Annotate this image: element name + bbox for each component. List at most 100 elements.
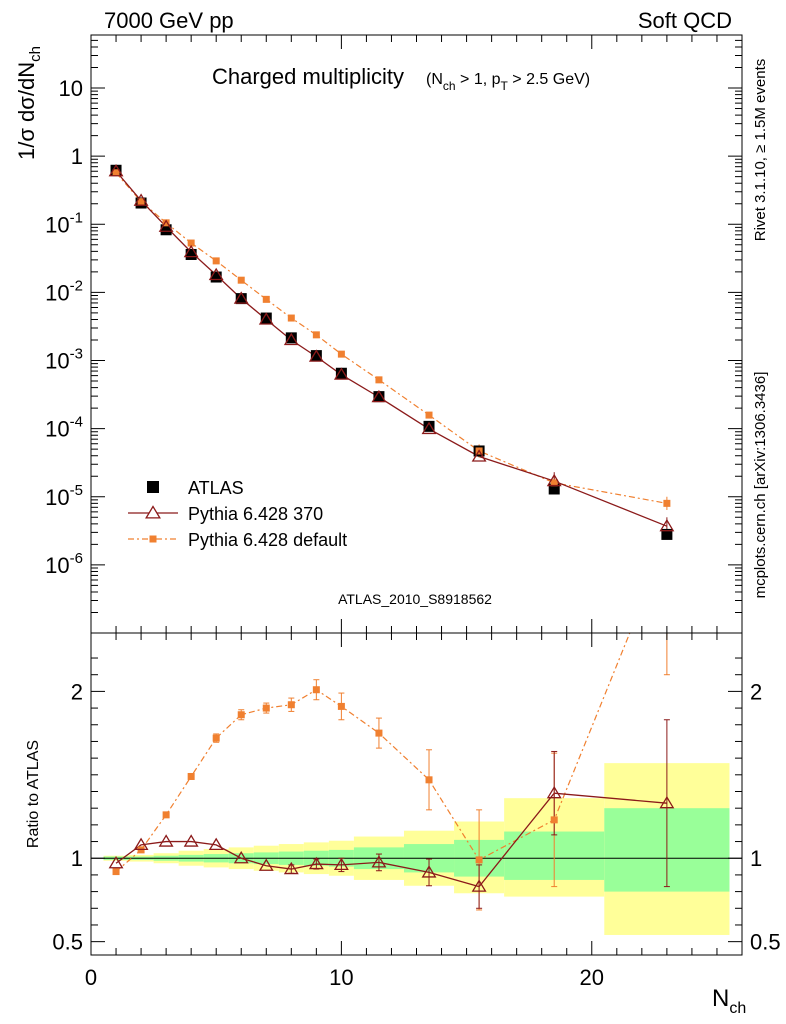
y-tick-label: 10-6 [45,550,83,578]
pythia-370-point [158,219,174,232]
atlas-point [661,528,673,540]
pythia-default-point [137,198,145,206]
header-right: Soft QCD [638,8,732,33]
ratio-pythia-370-point [108,855,124,869]
ratio-y-axis-label: Ratio to ATLAS [25,740,42,848]
legend-atlas-label: ATLAS [188,478,244,498]
y-tick-label: 10-1 [45,209,83,237]
ratio-pythia-370-point [283,861,299,875]
ratio-series-group [108,633,675,911]
pythia-370-point [283,332,299,346]
ratio-pythia-default-point [425,776,433,784]
pythia-default-point [425,411,433,419]
ratio-pythia-default-point [187,772,195,780]
ratio-pythia-370-point [546,785,562,799]
ratio-pythia-default-point [162,811,170,819]
ratio-pythia-default-point [337,702,345,710]
ratio-pythia-default-point [287,701,295,709]
analysis-id: ATLAS_2010_S8918562 [338,591,492,607]
x-tick-label: 10 [329,965,353,990]
chart-title-cuts: (Nch > 1, pT > 2.5 GeV) [426,71,590,93]
ratio-pythia-370-point [258,858,274,871]
ratio-y-tick-label: 0.5 [52,930,83,955]
legend-pythia-370-marker [145,505,161,519]
pythia-default-point [312,331,320,339]
pythia-default-point [112,169,120,177]
atlas-point [548,483,560,495]
ratio-pythia-default-point [262,704,270,712]
ratio-y-tick-label-right: 0.5 [750,930,781,955]
ratio-y-tick-label-right: 1 [750,846,762,871]
pythia-default-point [550,479,558,487]
ratio-pythia-370-point [208,837,224,851]
pythia-default-point [375,376,383,384]
ratio-pythia-default-point [375,729,383,737]
mcplots-label: mcplots.cern.ch [arXiv:1306.3436] [752,372,769,599]
band-group [103,763,730,935]
ratio-y-tick-label: 1 [71,846,83,871]
ratio-pythia-370-point [233,850,249,864]
pythia-370-point [371,389,387,403]
x-axis-label: Nch [712,985,746,1017]
y-tick-label: 1 [71,144,83,169]
ratio-pythia-default-point [112,868,120,876]
y-tick-label: 10-5 [45,482,83,510]
main-series-group [108,163,675,540]
pythia-default-point [237,276,245,284]
pythia-370-point [421,421,437,435]
pythia-default-point [287,314,295,322]
data-series [108,163,675,911]
pythia-default-point [663,499,671,507]
x-tick-label: 20 [580,965,604,990]
pythia-370-point [308,349,324,362]
legend-pythia-default-label: Pythia 6.428 default [188,530,347,550]
header-left: 7000 GeV pp [104,8,234,33]
atlas-point [423,420,435,432]
ratio-pythia-370-point [158,834,174,847]
atlas-point [335,367,347,379]
legend-pythia-default-marker [149,535,157,543]
ratio-y-tick-label-right: 2 [750,679,762,704]
text-labels: 0 10 20 10-6 10-5 10-4 10-3 10-2 10-1 1 10 0.5 0.5 1 1… [14,8,781,1017]
ratio-pythia-370-point [133,837,149,851]
ratio-pythia-370-point [183,834,199,847]
y-tick-label: 10-3 [45,346,83,374]
pythia-370-line [115,170,668,527]
ratio-pythia-default-point [312,686,320,694]
pythia-default-point [212,257,220,265]
uncertainty-bands [103,763,730,935]
ratio-pythia-370-point [471,879,487,892]
atlas-point [285,332,297,344]
ratio-y-tick-label: 2 [71,679,83,704]
atlas-point [260,312,272,324]
rivet-version-label: Rivet 3.1.10, ≥ 1.5M events [752,59,769,242]
pythia-370-point [208,267,224,281]
y-tick-label: 10-2 [45,277,83,305]
legend: ATLAS Pythia 6.428 370 Pythia 6.428 defaul… [128,478,347,550]
ratio-pythia-370-point [421,865,437,878]
main-y-axis-label: 1/σ dσ/dNch [14,46,44,160]
atlas-point [310,350,322,362]
atlas-point [235,293,247,305]
ratio-pythia-default-point [475,856,483,864]
pythia-default-point [262,295,270,303]
axis-ticks [90,34,743,955]
legend-pythia-370-label: Pythia 6.428 370 [188,504,323,524]
pythia-default-line [115,172,667,504]
pythia-default-point [187,239,195,247]
y-tick-label: 10-4 [45,414,83,442]
ratio-pythia-370-point [308,856,324,870]
atlas-point [160,224,172,236]
y-tick-label: 10 [59,76,83,101]
pythia-370-point [333,367,349,380]
chart-title: Charged multiplicity [212,64,404,89]
atlas-point [185,248,197,260]
ratio-pythia-default-point [212,734,220,742]
pythia-370-point [133,193,149,206]
ratio-pythia-370-point [371,855,387,868]
x-tick-label: 0 [85,965,97,990]
ratio-pythia-370-point [659,795,675,809]
pythia-370-point [258,312,274,325]
pythia-370-point [183,244,199,258]
pythia-370-point [659,518,675,532]
